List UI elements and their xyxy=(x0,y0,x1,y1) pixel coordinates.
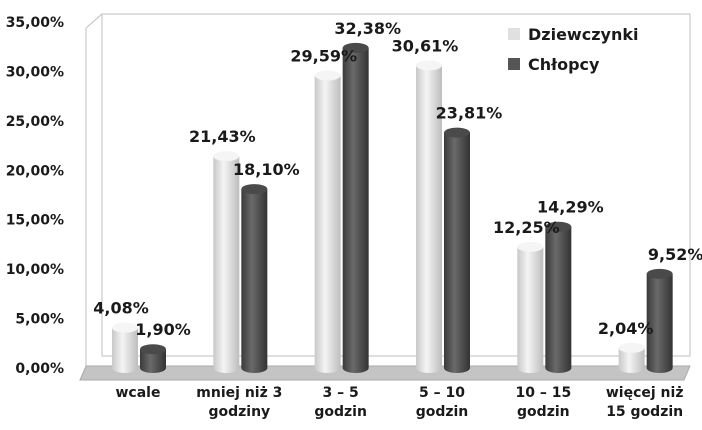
legend-label: Dziewczynki xyxy=(528,25,638,44)
x-category-label: 3 – 5 xyxy=(323,385,359,401)
bar-dziewczynki-1 xyxy=(213,151,240,373)
bar-body xyxy=(140,349,166,373)
x-category-label: 15 godzin xyxy=(606,404,683,420)
bar-top xyxy=(444,127,470,138)
bar-top xyxy=(112,322,138,333)
x-category-label: więcej niż xyxy=(606,385,684,401)
x-category-label: godzin xyxy=(416,404,469,420)
bar-top xyxy=(241,184,268,195)
x-category-label: godzin xyxy=(517,404,570,420)
bar-chłopcy-3 xyxy=(444,127,470,373)
bar-dziewczynki-2 xyxy=(314,70,341,373)
bar-body xyxy=(444,132,470,373)
y-tick-label: 20,00% xyxy=(6,163,64,179)
data-label: 9,52% xyxy=(648,245,702,264)
y-tick-label: 0,00% xyxy=(15,361,64,377)
bar-chłopcy-0 xyxy=(140,344,166,373)
chart-floor xyxy=(79,365,691,381)
chart-wall-edge xyxy=(85,13,103,29)
bar-top xyxy=(342,42,369,53)
y-tick-label: 30,00% xyxy=(6,64,64,80)
x-category-label: wcale xyxy=(116,385,161,401)
data-label: 14,29% xyxy=(537,198,604,217)
data-label: 29,59% xyxy=(290,46,357,65)
x-category-label: godziny xyxy=(208,404,270,420)
legend-swatch-chłopcy xyxy=(508,58,520,70)
x-category-label: godzin xyxy=(314,404,367,420)
bar-top xyxy=(545,221,572,232)
y-tick-label: 35,00% xyxy=(6,15,64,31)
legend-swatch-dziewczynki xyxy=(508,28,520,40)
bar-body xyxy=(342,47,369,373)
bar-top xyxy=(314,70,341,81)
data-label: 4,08% xyxy=(93,299,149,318)
bar-dziewczynki-3 xyxy=(416,60,442,373)
x-category-label: 10 – 15 xyxy=(515,385,571,401)
bar-body xyxy=(416,65,442,373)
bar-body xyxy=(213,156,240,373)
bar-body xyxy=(112,327,138,373)
bar-body xyxy=(646,273,673,373)
data-label: 18,10% xyxy=(233,160,300,179)
data-label: 12,25% xyxy=(493,218,560,237)
bar-chłopcy-2 xyxy=(342,42,369,373)
bar-dziewczynki-5 xyxy=(618,342,645,373)
x-category-label: mniej niż 3 xyxy=(196,385,282,401)
data-label: 30,61% xyxy=(392,36,459,55)
y-tick-label: 5,00% xyxy=(15,312,64,328)
data-label: 32,38% xyxy=(334,19,401,38)
bar-chłopcy-1 xyxy=(241,184,268,373)
data-label: 2,04% xyxy=(598,319,654,338)
y-tick-label: 15,00% xyxy=(6,213,64,229)
bar-body xyxy=(545,226,572,373)
x-category-label: 5 – 10 xyxy=(419,385,465,401)
data-label: 21,43% xyxy=(189,127,256,146)
bar-chłopcy-5 xyxy=(646,268,673,373)
data-label: 23,81% xyxy=(436,104,503,123)
bar-top xyxy=(646,268,673,279)
y-tick-label: 25,00% xyxy=(6,114,64,130)
bar-body xyxy=(517,246,544,373)
y-tick-label: 10,00% xyxy=(6,262,64,278)
bar-top xyxy=(618,342,645,353)
legend-label: Chłopcy xyxy=(528,55,600,74)
bar-top xyxy=(416,60,442,71)
bar-dziewczynki-4 xyxy=(517,241,544,373)
bar-body xyxy=(314,75,341,373)
bar-top xyxy=(517,241,544,252)
data-label: 1,90% xyxy=(135,320,191,339)
bar-top xyxy=(140,344,166,355)
bar-body xyxy=(241,189,268,373)
bar-chłopcy-4 xyxy=(545,221,572,373)
bar-dziewczynki-0 xyxy=(112,322,138,373)
bar-body xyxy=(618,347,645,373)
chart-back-wall xyxy=(101,13,691,357)
bar-top xyxy=(213,151,240,162)
